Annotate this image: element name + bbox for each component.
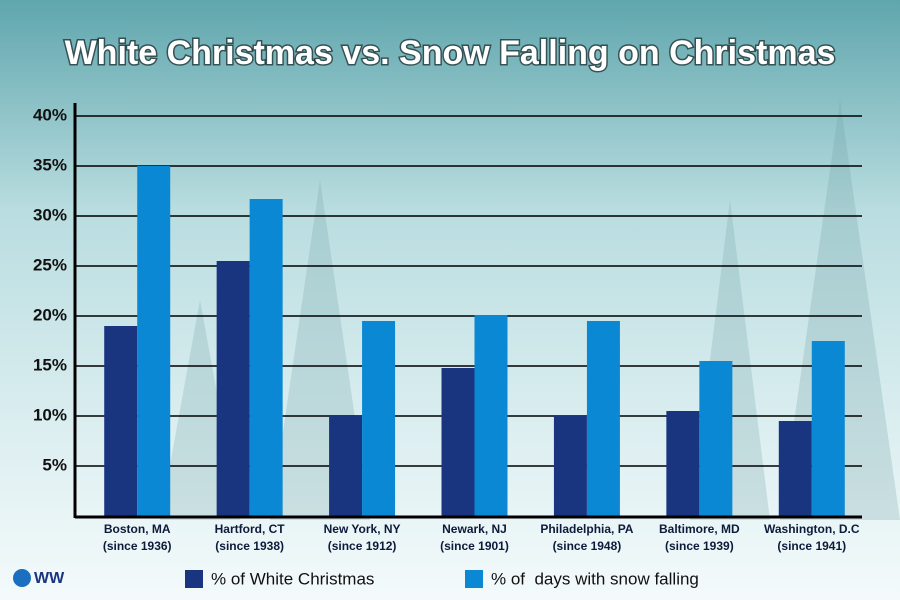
bar	[104, 326, 138, 516]
bar	[474, 315, 508, 516]
y-tick-label: 30%	[33, 205, 67, 224]
y-tick-label: 15%	[33, 355, 67, 374]
y-tick-label: 40%	[33, 105, 67, 124]
y-tick-label: 25%	[33, 255, 67, 274]
x-tick-label: Hartford, CT	[215, 522, 286, 536]
bar	[441, 368, 475, 516]
x-tick-label: (since 1936)	[103, 539, 172, 553]
bar	[699, 361, 733, 516]
x-tick-label: Washington, D.C	[764, 522, 860, 536]
y-tick-label: 5%	[42, 455, 67, 474]
x-tick-label: Baltimore, MD	[659, 522, 740, 536]
bar	[137, 166, 171, 516]
bar	[666, 411, 700, 516]
y-tick-label: 20%	[33, 305, 67, 324]
bar	[811, 341, 845, 516]
logo: WW	[34, 570, 65, 587]
legend-label: % of days with snow falling	[491, 569, 699, 588]
logo-icon	[13, 569, 31, 587]
legend-swatch	[465, 570, 483, 588]
chart-title: White Christmas vs. Snow Falling on Chri…	[65, 34, 836, 72]
x-tick-label: (since 1912)	[328, 539, 397, 553]
legend-label: % of White Christmas	[211, 569, 374, 588]
bar	[586, 321, 620, 516]
bar	[329, 416, 363, 516]
bar	[362, 321, 396, 516]
x-tick-label: New York, NY	[324, 522, 401, 536]
x-tick-label: (since 1941)	[777, 539, 846, 553]
y-tick-label: 10%	[33, 405, 67, 424]
x-tick-label: (since 1938)	[215, 539, 284, 553]
bar	[249, 199, 283, 516]
x-tick-label: (since 1939)	[665, 539, 734, 553]
x-tick-label: Newark, NJ	[442, 522, 507, 536]
bar	[778, 421, 812, 516]
y-tick-label: 35%	[33, 155, 67, 174]
legend-swatch	[185, 570, 203, 588]
x-tick-label: (since 1948)	[553, 539, 622, 553]
x-tick-label: (since 1901)	[440, 539, 509, 553]
bar	[553, 416, 587, 516]
bar	[216, 261, 250, 516]
x-tick-label: Boston, MA	[104, 522, 171, 536]
x-tick-label: Philadelphia, PA	[540, 522, 633, 536]
